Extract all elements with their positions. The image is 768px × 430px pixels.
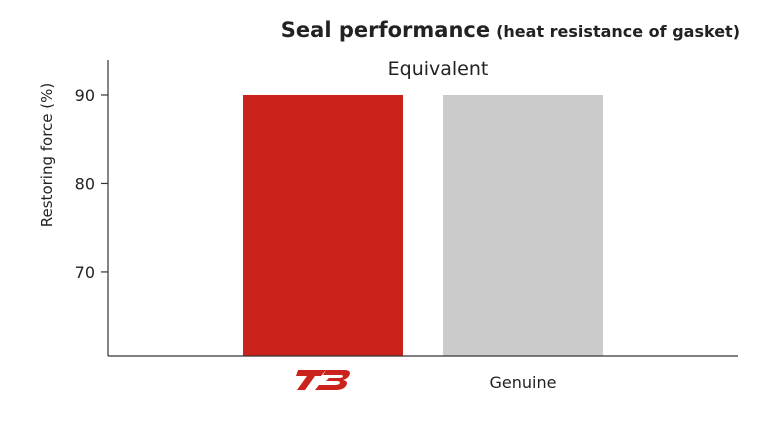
bar-tb-logo [243,94,403,356]
y-tick-label: 90 [75,86,95,105]
tb-logo [296,370,350,390]
chart-title-main: Seal performance [280,18,491,42]
chart-title: Seal performance (heat resistance of gask… [0,18,740,42]
chart-title-sub: (heat resistance of gasket) [496,22,740,41]
equivalent-annotation: Equivalent [388,58,489,80]
y-axis-label: Restoring force (%) [38,83,56,227]
y-tick-label: 80 [75,174,95,193]
y-tick-label: 70 [75,263,95,282]
x-category-label: Genuine [490,373,557,392]
bar-genuine [443,94,603,356]
